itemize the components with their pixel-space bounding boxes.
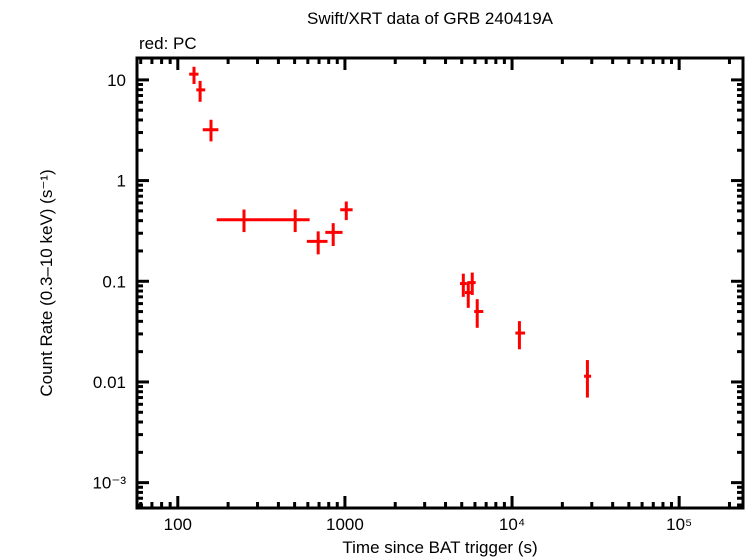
data-points (189, 66, 592, 398)
y-tick-label: 10 (107, 71, 126, 90)
chart-title: Swift/XRT data of GRB 240419A (307, 9, 554, 28)
y-tick-label: 0.01 (93, 373, 126, 392)
axis-ticks (137, 58, 743, 508)
data-point (269, 209, 310, 233)
x-tick-label: 10⁵ (666, 515, 692, 534)
data-point (515, 321, 526, 350)
tick-labels: 100 1000 10⁴ 10⁵ 10 1 0.1 0.01 10⁻³ (92, 71, 692, 534)
data-point (584, 360, 592, 398)
data-point (196, 80, 206, 102)
plot-frame (135, 56, 745, 510)
data-point (216, 209, 270, 233)
y-axis-label: Count Rate (0.3–10 keV) (s⁻¹) (37, 169, 56, 396)
y-tick-label: 1 (117, 172, 126, 191)
y-tick-label: 10⁻³ (92, 474, 126, 493)
data-point (340, 201, 353, 221)
data-point (474, 299, 484, 328)
data-point (464, 281, 472, 308)
x-tick-label: 1000 (326, 515, 364, 534)
data-point (325, 223, 343, 247)
data-point (306, 231, 328, 255)
mode-annotation: red: PC (139, 34, 197, 53)
data-point (459, 273, 467, 297)
data-point (189, 66, 199, 85)
x-axis-label: Time since BAT trigger (s) (342, 538, 537, 557)
y-tick-label: 0.1 (102, 272, 126, 291)
data-point (467, 272, 476, 295)
x-tick-label: 10⁴ (499, 515, 525, 534)
data-point (202, 119, 219, 142)
x-tick-label: 100 (164, 515, 192, 534)
